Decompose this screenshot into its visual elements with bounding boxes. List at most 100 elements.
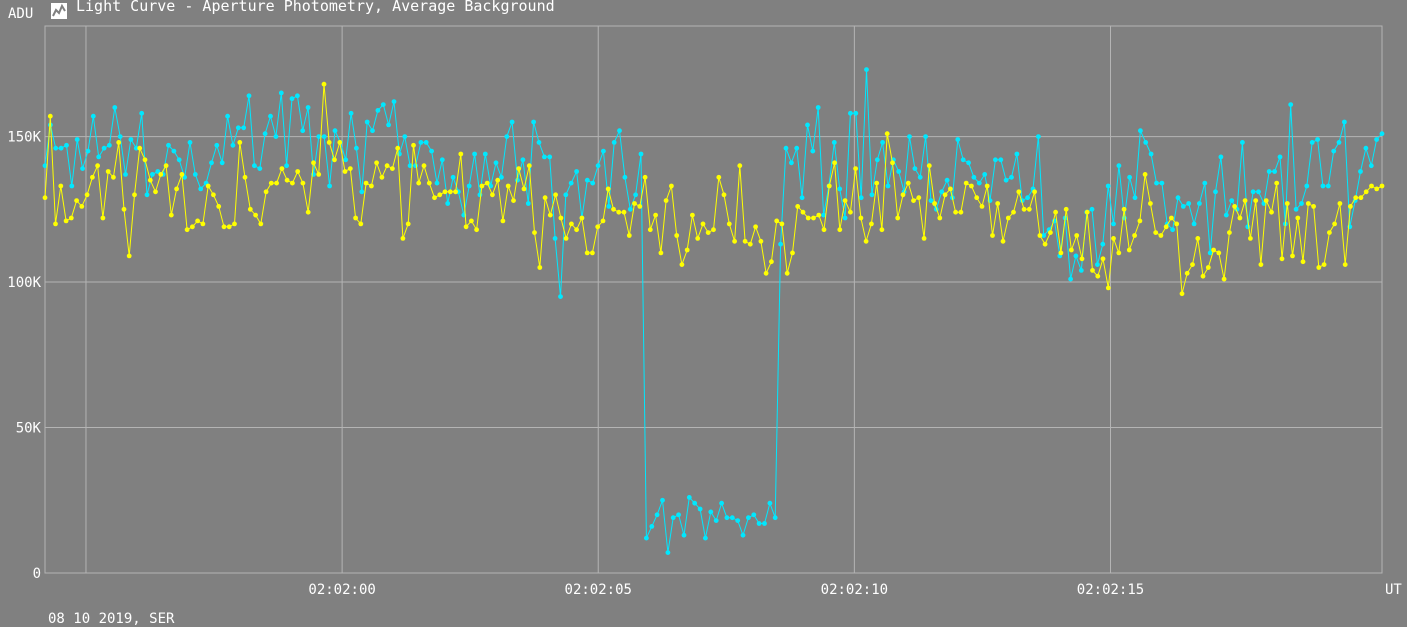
series-1-point-35 xyxy=(226,224,232,230)
series-1-point-143 xyxy=(795,204,801,209)
series-1-point-206 xyxy=(1126,247,1132,253)
series-0-point-21 xyxy=(155,169,161,174)
series-0-point-56 xyxy=(343,157,349,163)
series-1-point-102 xyxy=(579,215,585,221)
series-1-point-175 xyxy=(963,180,969,186)
series-1-point-186 xyxy=(1021,206,1027,212)
series-1-point-82 xyxy=(474,227,479,233)
series-1-point-149 xyxy=(826,183,832,189)
series-1-point-128 xyxy=(716,174,722,180)
series-1-point-138 xyxy=(769,259,774,265)
series-0-point-114 xyxy=(654,512,660,518)
series-1-point-64 xyxy=(379,174,385,180)
series-1-point-86 xyxy=(495,177,501,183)
series-0-point-106 xyxy=(611,140,617,145)
series-0-point-242 xyxy=(1342,119,1347,125)
series-0-point-62 xyxy=(375,108,381,113)
series-0-point-171 xyxy=(960,157,966,163)
series-1-point-228 xyxy=(1242,198,1248,204)
series-0-point-121 xyxy=(692,500,698,506)
series-0-point-175 xyxy=(982,172,988,177)
series-0-point-39 xyxy=(252,163,257,169)
series-0-point-183 xyxy=(1025,195,1030,201)
series-0-point-202 xyxy=(1127,174,1132,180)
series-0-point-154 xyxy=(869,192,875,198)
series-0-point-139 xyxy=(789,160,794,166)
series-0-point-203 xyxy=(1132,195,1138,201)
series-1-point-242 xyxy=(1316,265,1322,270)
series-0-point-163 xyxy=(917,174,923,180)
series-1-point-214 xyxy=(1169,215,1174,221)
series-1-point-171 xyxy=(942,192,948,198)
series-1-point-245 xyxy=(1332,221,1337,227)
series-1-point-180 xyxy=(990,233,995,238)
series-1-point-78 xyxy=(453,189,458,195)
series-1-point-13 xyxy=(111,174,116,180)
series-1-point-106 xyxy=(600,218,606,224)
y-tick-label-0: 0 xyxy=(33,566,41,582)
series-0-point-192 xyxy=(1073,253,1079,259)
series-1-point-47 xyxy=(290,180,295,186)
series-1-point-112 xyxy=(632,201,637,206)
series-1-point-219 xyxy=(1195,236,1201,241)
series-0-point-124 xyxy=(708,509,714,515)
series-0-point-110 xyxy=(633,192,638,198)
series-0-point-181 xyxy=(1014,151,1020,157)
series-0-point-20 xyxy=(150,172,155,177)
series-0-point-151 xyxy=(853,110,859,116)
series-0-point-89 xyxy=(520,157,526,163)
series-1-point-62 xyxy=(369,183,374,189)
series-0-point-51 xyxy=(316,134,322,140)
series-0-point-80 xyxy=(472,151,477,157)
series-0-point-233 xyxy=(1293,206,1299,212)
series-1-point-229 xyxy=(1248,236,1253,241)
series-1-point-80 xyxy=(463,224,469,230)
series-0-point-179 xyxy=(1003,177,1009,183)
series-0-point-241 xyxy=(1336,140,1342,145)
series-0-point-81 xyxy=(477,192,483,198)
series-1-point-0 xyxy=(42,195,48,201)
y-axis-label: ADU xyxy=(8,6,33,22)
series-1-point-117 xyxy=(658,250,664,256)
series-0-point-134 xyxy=(762,521,767,526)
series-0-point-68 xyxy=(407,163,413,169)
series-1-point-94 xyxy=(537,265,543,270)
series-1-point-10 xyxy=(95,163,100,169)
series-0-point-12 xyxy=(107,142,112,148)
series-0-point-142 xyxy=(805,122,810,128)
series-0-point-35 xyxy=(230,142,236,148)
series-0-point-7 xyxy=(80,166,85,172)
y-tick-label-1: 50K xyxy=(16,421,42,437)
series-1-point-116 xyxy=(653,212,658,218)
series-1-point-173 xyxy=(953,209,958,215)
series-0-point-170 xyxy=(955,137,961,142)
series-1-point-135 xyxy=(753,224,758,230)
series-1-point-221 xyxy=(1205,265,1211,270)
series-1-point-205 xyxy=(1121,206,1127,212)
series-1-point-216 xyxy=(1179,291,1185,297)
series-1-point-134 xyxy=(747,241,753,247)
series-1-point-193 xyxy=(1058,250,1064,256)
series-1-point-38 xyxy=(242,174,248,180)
series-0-point-135 xyxy=(767,500,773,506)
series-0-point-128 xyxy=(729,515,735,521)
series-1-point-151 xyxy=(837,227,843,233)
series-0-point-238 xyxy=(1320,183,1326,189)
series-0-point-67 xyxy=(402,134,408,140)
series-1-point-130 xyxy=(726,221,732,227)
series-0-point-150 xyxy=(848,110,853,116)
series-0-point-144 xyxy=(815,105,821,110)
series-0-point-24 xyxy=(171,148,177,154)
series-1-point-184 xyxy=(1011,209,1016,215)
series-0-point-45 xyxy=(284,163,289,169)
series-0-point-79 xyxy=(466,183,472,189)
series-0-point-236 xyxy=(1309,140,1315,145)
series-0-point-115 xyxy=(660,497,665,503)
series-0-point-85 xyxy=(499,174,504,180)
series-0-point-220 xyxy=(1223,212,1229,218)
series-0-point-218 xyxy=(1213,189,1218,195)
series-0-point-217 xyxy=(1207,250,1213,256)
series-0-point-212 xyxy=(1180,204,1186,209)
series-0-point-71 xyxy=(423,140,429,145)
series-0-point-199 xyxy=(1111,221,1116,227)
